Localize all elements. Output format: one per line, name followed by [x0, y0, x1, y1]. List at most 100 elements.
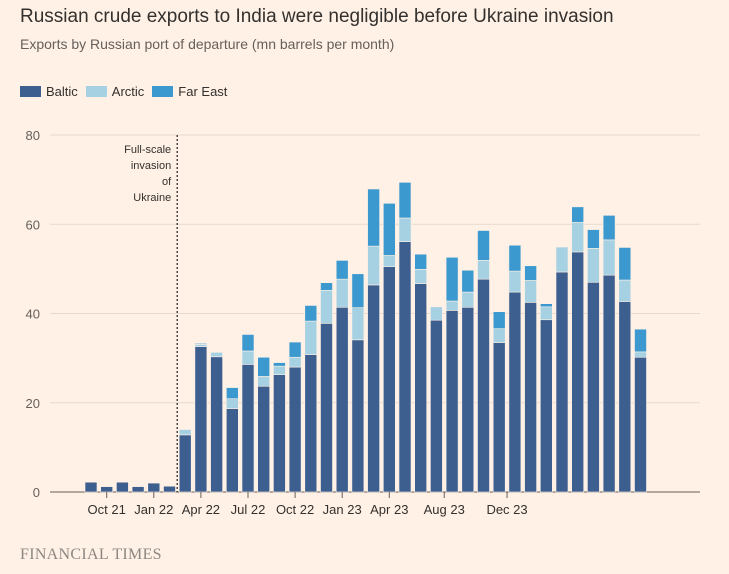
x-tick-label: Jan 22	[134, 502, 173, 517]
bar-segment-baltic	[571, 251, 585, 493]
source-credit: FINANCIAL TIMES	[20, 546, 162, 563]
bar-segment-arctic	[351, 307, 365, 341]
bar-segment-arctic	[241, 350, 255, 365]
bar-segment-baltic	[602, 274, 616, 493]
bar-segment-arctic	[304, 320, 318, 355]
x-tick-label: Jul 22	[231, 502, 266, 517]
legend-label-arctic: Arctic	[111, 84, 145, 99]
bar-segment-baltic	[178, 434, 192, 493]
bar-segment-far-east	[241, 334, 255, 352]
bar-segment-baltic	[461, 306, 475, 493]
bar-segment-far-east	[539, 303, 553, 308]
bar-segment-arctic	[477, 260, 490, 280]
bar-segment-far-east	[367, 188, 380, 247]
bar-segment-baltic	[100, 486, 113, 493]
bar-segment-far-east	[618, 247, 632, 281]
bar-segment-baltic	[414, 283, 428, 493]
bar-segment-far-east	[508, 244, 522, 272]
bar-segment-baltic	[84, 481, 98, 493]
bar-segment-baltic	[492, 342, 506, 493]
bar-segment-baltic	[587, 281, 600, 493]
bar-segment-far-east	[194, 343, 208, 345]
bar-segment-baltic	[555, 271, 569, 493]
bar-segment-far-east	[320, 282, 333, 291]
y-tick-label: 20	[26, 396, 40, 411]
legend-item-baltic: Baltic	[20, 84, 78, 99]
legend-swatch-arctic	[85, 86, 107, 97]
bar-segment-arctic	[367, 245, 380, 286]
bar-segment-arctic	[288, 356, 302, 368]
x-tick-label: Dec 23	[486, 502, 527, 517]
invasion-label-line: of	[162, 176, 172, 188]
bar-segment-baltic	[226, 408, 239, 493]
bar-segment-baltic	[335, 306, 349, 493]
bar-segment-baltic	[131, 486, 145, 493]
bar-segment-far-east	[634, 328, 647, 353]
bar-segment-far-east	[445, 256, 459, 302]
x-tick-label: Aug 23	[424, 502, 465, 517]
bar-segment-baltic	[288, 366, 302, 493]
y-tick-label: 0	[33, 485, 40, 500]
bar-segment-baltic	[304, 354, 318, 493]
bar-segment-far-east	[398, 182, 412, 219]
legend-item-arctic: Arctic	[85, 84, 145, 99]
bar-segment-baltic	[367, 284, 380, 493]
bar-segment-baltic	[430, 319, 443, 493]
bar-segment-baltic	[445, 310, 459, 493]
x-tick-label: Apr 22	[182, 502, 220, 517]
bar-segment-arctic	[382, 255, 396, 267]
bar-segment-baltic	[320, 323, 333, 493]
bar-segment-arctic	[492, 328, 506, 343]
bars	[84, 182, 647, 493]
bar-segment-arctic	[194, 343, 208, 347]
bar-segment-far-east	[382, 202, 396, 256]
bar-segment-far-east	[587, 229, 600, 249]
bar-segment-baltic	[618, 301, 632, 493]
bar-segment-baltic	[524, 302, 537, 493]
legend-item-far-east: Far East	[152, 84, 227, 99]
bar-segment-baltic	[194, 346, 208, 493]
bar-segment-arctic	[320, 289, 333, 324]
bar-segment-far-east	[524, 265, 537, 281]
bar-segment-baltic	[116, 481, 129, 493]
legend: Baltic Arctic Far East	[20, 84, 235, 99]
bar-segment-far-east	[257, 356, 271, 377]
y-tick-label: 40	[26, 307, 40, 322]
bar-segment-arctic	[555, 246, 569, 273]
bar-segment-arctic	[508, 270, 522, 293]
x-axis: Oct 21 Jan 22 Apr 22 Jul 22 Oct 22 Jan 23 Apr …	[88, 492, 528, 517]
bar-segment-far-east	[477, 230, 490, 261]
legend-label-far-east: Far East	[178, 84, 228, 99]
bar-segment-far-east	[602, 215, 616, 241]
bar-segment-arctic	[461, 291, 475, 308]
bar-segment-far-east	[226, 387, 239, 400]
y-tick-label: 80	[26, 128, 40, 143]
bar-segment-arctic	[414, 269, 428, 284]
y-tick-label: 60	[26, 217, 40, 232]
bar-segment-arctic	[524, 280, 537, 303]
bar-segment-arctic	[273, 365, 286, 375]
bar-segment-arctic	[539, 306, 553, 321]
bar-segment-baltic	[273, 374, 286, 493]
x-tick-label: Apr 23	[370, 502, 408, 517]
bar-segment-baltic	[477, 278, 490, 493]
bar-segment-baltic	[241, 364, 255, 493]
bar-segment-far-east	[288, 341, 302, 358]
bar-segment-baltic	[634, 356, 647, 493]
bar-segment-arctic	[602, 239, 616, 276]
invasion-label-line: Ukraine	[133, 192, 171, 204]
bar-segment-baltic	[147, 482, 161, 493]
bar-segment-arctic	[257, 376, 271, 387]
bar-segment-far-east	[571, 206, 585, 223]
x-tick-label: Oct 21	[88, 502, 126, 517]
invasion-label-line: invasion	[131, 160, 171, 172]
bar-segment-arctic	[571, 222, 585, 253]
invasion-label-line: Full-scale	[124, 144, 171, 156]
x-tick-label: Oct 22	[276, 502, 314, 517]
bar-segment-baltic	[508, 291, 522, 493]
bar-segment-baltic	[382, 266, 396, 493]
bar-segment-baltic	[539, 319, 553, 493]
bar-segment-arctic	[634, 351, 647, 358]
bar-segment-far-east	[414, 253, 428, 270]
